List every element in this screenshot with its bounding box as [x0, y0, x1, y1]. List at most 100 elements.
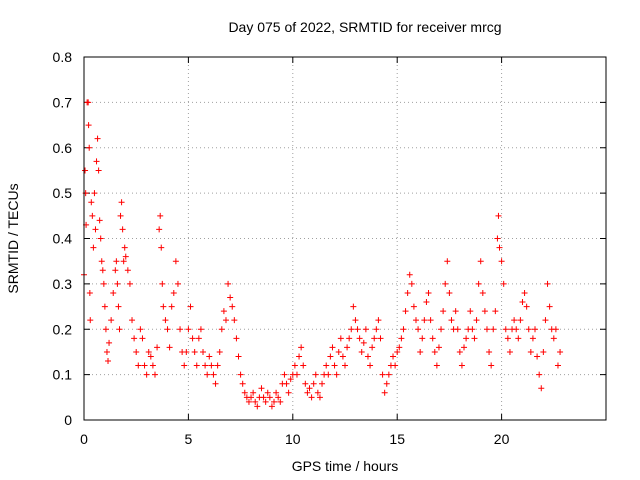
data-point [88, 199, 95, 206]
data-point [102, 326, 109, 333]
data-point [333, 371, 340, 378]
data-point [85, 122, 92, 129]
data-point [166, 344, 173, 351]
data-point [218, 326, 225, 333]
data-point [206, 353, 213, 360]
data-point [277, 398, 284, 405]
data-point [113, 258, 120, 265]
data-point [523, 303, 530, 310]
data-point [143, 371, 150, 378]
data-point [419, 335, 426, 342]
data-point [348, 326, 355, 333]
data-point [187, 303, 194, 310]
x-tick-label: 5 [185, 431, 193, 447]
data-point [534, 353, 541, 360]
x-axis-label: GPS time / hours [292, 458, 399, 474]
data-point [126, 280, 133, 287]
data-point [233, 335, 240, 342]
data-point [496, 244, 503, 251]
data-point [369, 344, 376, 351]
data-point [536, 371, 543, 378]
data-point [87, 317, 94, 324]
data-point [135, 362, 142, 369]
y-tick-label: 0.2 [53, 321, 73, 337]
data-point [160, 303, 167, 310]
data-point [220, 308, 227, 315]
data-point [532, 326, 539, 333]
data-point [170, 289, 177, 296]
data-point [552, 326, 559, 333]
data-point [415, 326, 422, 333]
data-point [431, 348, 438, 355]
data-point [281, 371, 288, 378]
data-point [342, 362, 348, 369]
data-point [471, 335, 478, 342]
data-point [425, 289, 432, 296]
data-point [202, 362, 209, 369]
x-tick-label: 15 [389, 431, 405, 447]
grid [84, 57, 606, 420]
data-point [325, 371, 332, 378]
data-point [164, 326, 171, 333]
data-point [260, 394, 267, 401]
data-point [427, 317, 434, 324]
data-point [116, 326, 123, 333]
data-point [225, 280, 232, 287]
data-point [159, 280, 166, 287]
data-point [494, 235, 501, 242]
data-point [402, 308, 409, 315]
x-tick-label: 10 [285, 431, 301, 447]
data-point [373, 326, 380, 333]
data-point [114, 280, 121, 287]
data-point [310, 380, 317, 387]
data-point [245, 398, 252, 405]
data-point [191, 348, 198, 355]
data-point [118, 199, 125, 206]
data-point [214, 362, 221, 369]
data-point [319, 380, 326, 387]
data-point [339, 353, 346, 360]
data-point [93, 158, 100, 165]
y-tick-label: 0.4 [53, 231, 73, 247]
data-point [488, 362, 495, 369]
data-point [421, 317, 428, 324]
data-point [469, 326, 476, 333]
data-point [129, 317, 136, 324]
data-point [287, 376, 294, 383]
data-point [379, 371, 386, 378]
data-point [262, 398, 269, 405]
data-point [304, 389, 311, 396]
y-tick-label: 0.3 [53, 276, 73, 292]
data-point [337, 335, 344, 342]
data-point [344, 344, 351, 351]
data-point [133, 348, 140, 355]
y-tick-label: 0.1 [53, 367, 73, 383]
data-point [139, 335, 146, 342]
data-point [517, 317, 524, 324]
data-point [527, 348, 534, 355]
data-point [540, 348, 547, 355]
data-point [327, 353, 334, 360]
data-point [103, 348, 110, 355]
data-point [440, 308, 447, 315]
data-point [193, 362, 200, 369]
data-point [271, 398, 278, 405]
data-point [381, 389, 388, 396]
data-point [392, 362, 399, 369]
data-point [266, 394, 273, 401]
data-point [511, 317, 518, 324]
data-point [550, 335, 557, 342]
data-point [157, 212, 164, 219]
data-point [481, 308, 488, 315]
data-point [538, 385, 545, 392]
x-tick-label: 20 [494, 431, 510, 447]
data-point [149, 362, 156, 369]
data-point [444, 258, 451, 265]
data-point [525, 326, 532, 333]
data-point [400, 326, 407, 333]
data-point [273, 389, 280, 396]
data-point [189, 335, 196, 342]
data-point [306, 385, 313, 392]
data-point [371, 335, 378, 342]
data-point [438, 326, 445, 333]
